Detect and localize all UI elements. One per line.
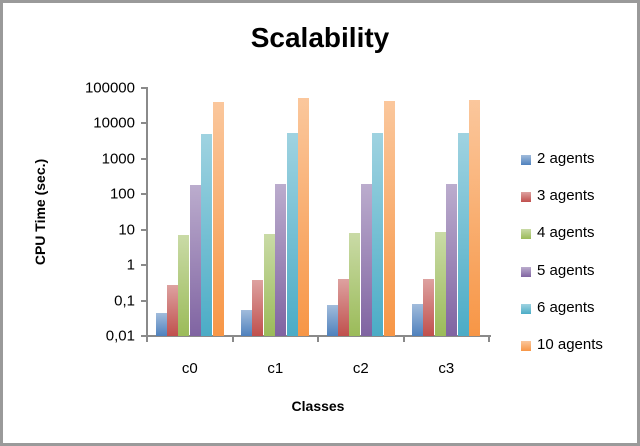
x-tick-mark [146, 335, 148, 342]
y-tick-label: 1 [126, 256, 135, 274]
y-axis-line [146, 87, 148, 337]
bar-2-agents-c3 [412, 303, 423, 336]
bar-10-agents-c2 [383, 100, 395, 336]
y-tick-label: 10 [118, 221, 135, 238]
y-tick-mark [141, 335, 147, 337]
x-tick-mark [231, 335, 234, 342]
bar-10-agents-c1 [298, 98, 309, 336]
x-category-label: c2 [352, 360, 369, 377]
legend-swatch-icon [521, 341, 531, 351]
legend-label: 10 agents [537, 336, 603, 353]
y-axis-label: CPU Time (sec.) [32, 158, 48, 266]
bar-6-agents-c3 [457, 133, 469, 336]
y-tick-mark [141, 264, 147, 266]
legend-label: 2 agents [537, 150, 595, 167]
bar-3-agents-c2 [337, 279, 349, 336]
bar-2-agents-c1 [241, 310, 252, 336]
bar-3-agents-c3 [423, 279, 435, 336]
legend-swatch-icon [521, 266, 531, 277]
y-tick-label: 100000 [84, 79, 135, 96]
legend-swatch-icon [521, 229, 531, 240]
legend-label: 5 agents [537, 261, 595, 279]
bar-3-agents-c1 [252, 279, 264, 336]
y-tick-label: 10000 [93, 114, 135, 132]
bar-5-agents-c3 [446, 184, 458, 336]
x-axis-label: Classes [291, 398, 345, 414]
x-tick-mark [317, 335, 319, 342]
bar-6-agents-c0 [201, 133, 213, 336]
x-category-label: c3 [438, 360, 455, 377]
bar-10-agents-c0 [212, 102, 224, 336]
bar-3-agents-c0 [166, 285, 178, 336]
x-category-label: c0 [181, 360, 198, 377]
chart-title: Scalability [250, 22, 390, 53]
bar-4-agents-c3 [434, 232, 446, 336]
bar-4-agents-c0 [178, 234, 190, 336]
y-tick-mark [141, 122, 147, 124]
bar-6-agents-c2 [372, 133, 384, 336]
legend-label: 6 agents [537, 298, 595, 316]
bar-5-agents-c2 [360, 184, 372, 336]
y-tick-label: 1000 [101, 150, 135, 167]
bar-6-agents-c1 [286, 133, 298, 336]
legend-swatch-icon [521, 155, 531, 165]
y-tick-mark [141, 299, 147, 302]
y-tick-mark [141, 193, 147, 195]
legend-label: 3 agents [537, 187, 595, 205]
bar-10-agents-c3 [469, 100, 480, 336]
legend-label: 4 agents [537, 224, 595, 242]
x-tick-mark [488, 335, 490, 342]
bar-4-agents-c1 [263, 233, 275, 336]
y-tick-label: 0,01 [105, 327, 135, 345]
y-tick-label: 100 [109, 185, 135, 203]
legend-swatch-icon [521, 303, 531, 314]
bar-5-agents-c0 [189, 185, 201, 336]
bar-4-agents-c2 [349, 232, 361, 336]
y-tick-mark [141, 157, 147, 160]
x-tick-mark [402, 335, 405, 342]
legend-swatch-icon [521, 192, 531, 203]
bar-5-agents-c1 [275, 184, 287, 336]
bar-2-agents-c2 [326, 305, 338, 336]
bar-2-agents-c0 [155, 312, 167, 336]
y-tick-mark [141, 86, 147, 89]
y-tick-mark [141, 228, 147, 231]
x-category-label: c1 [267, 360, 284, 377]
y-tick-label: 0,1 [114, 292, 135, 309]
